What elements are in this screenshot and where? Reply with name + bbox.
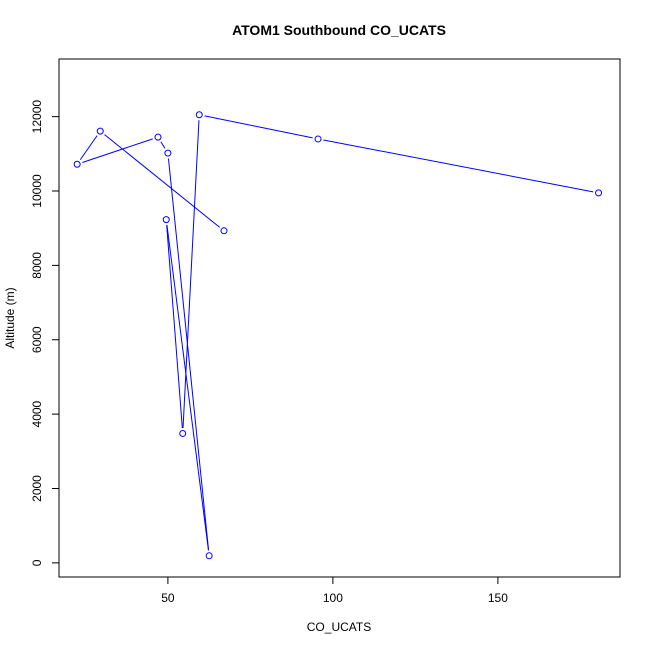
data-point [179,429,187,437]
series-segment [166,225,183,429]
series-segment [82,138,153,163]
y-axis-label: Altitude (m) [3,287,17,348]
data-point [205,552,213,560]
x-axis-label: CO_UCATS [307,620,371,634]
series-segment [323,139,594,193]
data-point [96,127,104,135]
data-point [164,149,172,157]
x-tick-label: 150 [488,591,508,605]
x-tick-label: 100 [323,591,343,605]
series-segment [182,120,200,428]
y-tick-label: 2000 [30,475,44,502]
chart-title: ATOM1 Southbound CO_UCATS [232,22,446,38]
series-segment [204,115,313,139]
data-point [595,189,603,197]
series-segment [104,134,221,228]
data-point [314,135,322,143]
y-axis: 0 2000 4000 6000 8000 10000 12000 [30,100,60,566]
data-series [73,111,603,560]
data-point [73,160,81,168]
x-axis: 50 100 150 [161,576,508,605]
x-tick-label: 50 [161,591,175,605]
plot-frame [58,58,621,578]
y-tick-label: 8000 [30,252,44,279]
series-segment [167,158,210,551]
y-tick-label: 6000 [30,326,44,353]
data-point [195,111,203,119]
y-tick-label: 12000 [30,100,44,134]
series-segment [79,135,98,161]
data-point [162,216,170,224]
data-point [220,227,228,235]
series-segment [160,141,166,149]
y-tick-label: 4000 [30,400,44,427]
data-point [154,133,162,141]
y-tick-label: 10000 [30,174,44,208]
series-segment [166,225,209,551]
y-tick-label: 0 [30,559,44,566]
